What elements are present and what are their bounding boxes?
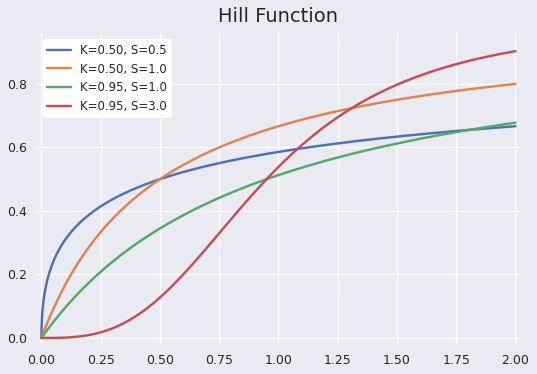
K=0.50, S=0.5 xyxy=(38,336,45,340)
Line: K=0.50, S=0.5: K=0.50, S=0.5 xyxy=(41,126,516,338)
Line: K=0.50, S=1.0: K=0.50, S=1.0 xyxy=(41,84,516,338)
K=0.50, S=0.5 xyxy=(416,132,423,137)
Legend: K=0.50, S=0.5, K=0.50, S=1.0, K=0.95, S=1.0, K=0.95, S=3.0: K=0.50, S=0.5, K=0.50, S=1.0, K=0.95, S=… xyxy=(42,39,172,118)
K=0.95, S=1.0 xyxy=(86,279,93,284)
K=0.50, S=1.0 xyxy=(38,336,45,340)
K=0.50, S=0.5 xyxy=(408,133,414,137)
K=0.95, S=1.0 xyxy=(230,190,236,194)
K=0.50, S=0.5 xyxy=(230,158,236,162)
K=0.95, S=3.0 xyxy=(86,332,93,337)
K=0.50, S=0.5 xyxy=(364,138,370,142)
K=0.50, S=1.0 xyxy=(416,94,423,98)
K=0.95, S=1.0 xyxy=(247,183,253,187)
K=0.50, S=1.0 xyxy=(364,103,370,107)
K=0.50, S=0.5 xyxy=(86,212,93,217)
K=0.50, S=0.5 xyxy=(247,154,253,159)
K=0.95, S=3.0 xyxy=(408,77,414,81)
K=0.95, S=1.0 xyxy=(416,137,423,141)
K=0.95, S=3.0 xyxy=(512,49,519,53)
K=0.95, S=3.0 xyxy=(230,215,236,219)
K=0.95, S=1.0 xyxy=(364,148,370,153)
K=0.50, S=1.0 xyxy=(408,95,414,100)
K=0.50, S=1.0 xyxy=(230,140,236,144)
Title: Hill Function: Hill Function xyxy=(219,7,338,26)
K=0.95, S=3.0 xyxy=(364,97,370,102)
K=0.95, S=1.0 xyxy=(512,120,519,125)
K=0.95, S=3.0 xyxy=(416,73,423,78)
K=0.50, S=1.0 xyxy=(512,82,519,86)
K=0.95, S=3.0 xyxy=(247,195,253,199)
K=0.50, S=1.0 xyxy=(247,133,253,138)
K=0.50, S=0.5 xyxy=(512,124,519,129)
K=0.95, S=1.0 xyxy=(408,138,414,143)
K=0.95, S=3.0 xyxy=(38,336,45,340)
K=0.50, S=1.0 xyxy=(86,243,93,248)
Line: K=0.95, S=1.0: K=0.95, S=1.0 xyxy=(41,123,516,338)
Line: K=0.95, S=3.0: K=0.95, S=3.0 xyxy=(41,51,516,338)
K=0.95, S=1.0 xyxy=(38,336,45,340)
